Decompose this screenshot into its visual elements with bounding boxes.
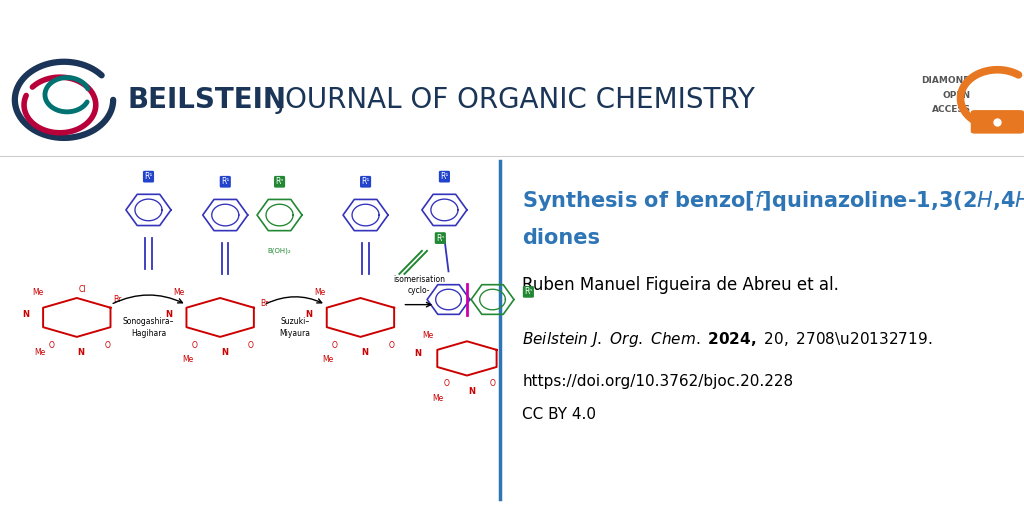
Text: Synthesis of benzo[$\it{f}$]quinazoline-1,3(2$\it{H}$,4$\it{H}$)-: Synthesis of benzo[$\it{f}$]quinazoline-… [522,189,1024,214]
Text: O: O [191,341,198,350]
Text: N: N [166,310,172,319]
Text: O: O [443,379,450,389]
Text: JOURNAL OF ORGANIC CHEMISTRY: JOURNAL OF ORGANIC CHEMISTRY [268,86,755,114]
Text: N: N [306,310,312,319]
Text: Me: Me [35,348,45,357]
Text: cyclo-: cyclo- [408,286,430,295]
Text: Me: Me [314,288,325,297]
Text: diones: diones [522,228,600,248]
Text: isomerisation: isomerisation [393,275,444,284]
Text: O: O [104,341,111,350]
Text: Sonogashira–: Sonogashira– [123,317,174,327]
Text: BEILSTEIN: BEILSTEIN [128,86,287,114]
Text: R¹: R¹ [144,172,153,181]
Text: N: N [415,349,421,358]
Text: Me: Me [33,288,43,297]
Text: OPEN: OPEN [943,91,971,100]
Text: Me: Me [323,355,333,364]
Text: Br: Br [260,298,268,308]
Text: Rⁿ: Rⁿ [436,233,444,243]
Text: N: N [361,348,368,357]
Text: Rⁿ: Rⁿ [524,287,532,296]
Text: Br: Br [114,295,122,304]
Text: O: O [489,379,496,389]
Text: B(OH)₂: B(OH)₂ [267,248,292,254]
Text: https://doi.org/10.3762/bjoc.20.228: https://doi.org/10.3762/bjoc.20.228 [522,374,794,389]
Text: R¹: R¹ [221,177,229,186]
Text: DIAMOND: DIAMOND [921,76,971,86]
Text: Me: Me [433,394,443,403]
Text: ACCESS: ACCESS [932,105,971,114]
Text: Rⁿ: Rⁿ [275,177,284,186]
Text: Me: Me [182,355,193,364]
Text: CC BY 4.0: CC BY 4.0 [522,407,596,422]
Text: O: O [388,341,394,350]
Text: Ruben Manuel Figueira de Abreu et al.: Ruben Manuel Figueira de Abreu et al. [522,276,839,294]
Text: N: N [221,348,227,357]
Text: Me: Me [174,288,184,297]
Text: N: N [469,387,475,396]
Text: Miyaura: Miyaura [280,329,310,338]
Text: O: O [48,341,54,350]
Text: O: O [332,341,338,350]
Text: R¹: R¹ [440,172,449,181]
Text: $\it{Beilstein\ J.\ Org.\ Chem.}$ $\mathbf{2024,}$ $\it{20,}$ 2708\u20132719.: $\it{Beilstein\ J.\ Org.\ Chem.}$ $\math… [522,330,933,349]
Text: Me: Me [423,331,433,340]
Text: O: O [248,341,254,350]
Text: R¹: R¹ [361,177,370,186]
Text: Cl: Cl [78,285,86,294]
FancyBboxPatch shape [971,110,1024,134]
Text: N: N [78,348,84,357]
Text: Suzuki–: Suzuki– [281,317,309,327]
Text: N: N [23,310,29,319]
Text: Hagihara: Hagihara [131,329,166,338]
